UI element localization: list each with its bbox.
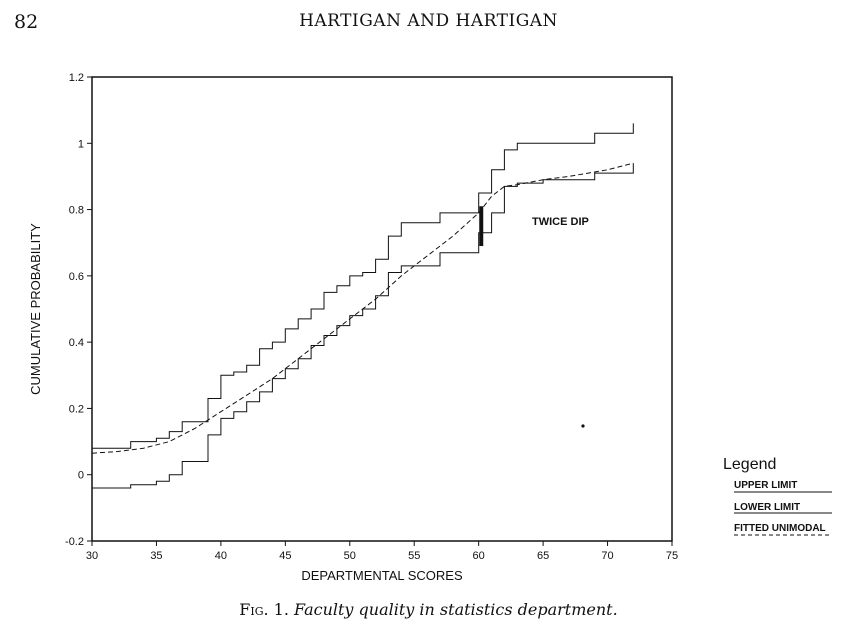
series-line-upper-limit	[92, 123, 634, 449]
x-tick-label: 70	[601, 550, 613, 562]
x-tick-label: 40	[215, 550, 227, 562]
y-tick-label: 0.6	[69, 271, 84, 283]
x-tick-label: 35	[150, 550, 162, 562]
x-tick-label: 55	[408, 550, 420, 562]
x-tick-label: 50	[344, 550, 356, 562]
series-line-fitted-unimodal	[91, 162, 634, 454]
y-axis-label: CUMULATIVE PROBABILITY	[28, 223, 43, 395]
x-tick-label: 60	[473, 550, 485, 562]
page-number: 82	[14, 11, 39, 33]
y-tick-label: 0.8	[69, 205, 84, 217]
x-tick-label: 30	[86, 550, 98, 562]
x-axis-label: DEPARTMENTAL SCORES	[301, 568, 463, 583]
plot-frame	[91, 76, 673, 542]
figure-chart: 30 35 40 45 50 55 60 65 70 75 -0.2 0 0.2 0.4 0.6 0.8 1 1.…	[28, 72, 832, 583]
y-tick-label: -0.2	[65, 536, 84, 548]
y-tick-label: 0.4	[69, 337, 84, 349]
chart-series	[91, 123, 634, 489]
stray-dot	[581, 424, 585, 428]
caption-label: Fig. 1.	[239, 600, 289, 619]
legend-entry-upper: UPPER LIMIT	[734, 480, 797, 491]
running-header: HARTIGAN AND HARTIGAN	[299, 11, 558, 31]
legend-title: Legend	[723, 456, 776, 473]
x-tick-label: 65	[537, 550, 549, 562]
y-tick-label: 0	[78, 470, 84, 482]
legend-entry-fitted: FITTED UNIMODAL	[734, 523, 826, 534]
legend-entry-lower: LOWER LIMIT	[734, 502, 800, 513]
legend: Legend UPPER LIMIT LOWER LIMIT FITTED UN…	[723, 456, 832, 536]
series-line-lower-limit	[92, 163, 634, 489]
y-tick-label: 1	[78, 138, 84, 150]
axis-ticks: 30 35 40 45 50 55 60 65 70 75 -0.2 0 0.2 0.4 0.6 0.8 1 1.…	[65, 72, 678, 562]
caption-text: Faculty quality in statistics department…	[294, 600, 618, 619]
y-tick-label: 1.2	[69, 72, 84, 84]
x-tick-label: 75	[666, 550, 678, 562]
x-tick-label: 45	[279, 550, 291, 562]
y-tick-label: 0.2	[69, 403, 84, 415]
figure-caption: Fig. 1. Faculty quality in statistics de…	[0, 600, 857, 619]
twice-dip-annotation: TWICE DIP	[532, 216, 589, 228]
